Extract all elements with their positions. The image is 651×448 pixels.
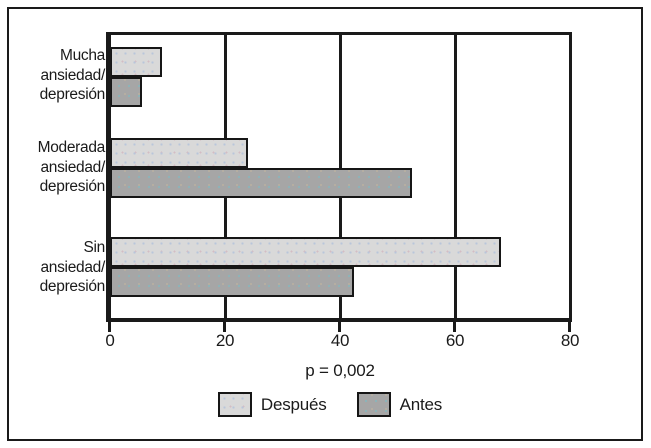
x-tick-0 — [108, 322, 111, 332]
bar-despues-group1 — [110, 138, 248, 168]
legend-swatch-antes — [356, 392, 391, 417]
x-tick-label-0: 0 — [105, 331, 115, 350]
x-tick-label-80: 80 — [560, 331, 580, 350]
legend-label-antes: Antes — [399, 394, 443, 414]
legend: Después Antes — [100, 392, 560, 417]
x-tick-60 — [453, 322, 456, 332]
plot-right-border — [568, 32, 572, 318]
bar-despues-group0 — [110, 47, 162, 77]
x-tick-80 — [568, 322, 571, 332]
legend-swatch-despues — [217, 392, 252, 417]
legend-label-despues: Después — [260, 394, 327, 414]
bar-antes-group2 — [110, 267, 355, 297]
x-tick-label-20: 20 — [215, 331, 235, 350]
figure-border — [7, 7, 643, 441]
p-value-annotation: p = 0,002 — [305, 361, 375, 380]
gridline-60 — [453, 32, 457, 318]
legend-item-antes: Antes — [356, 392, 443, 417]
category-label-moderada: Moderada ansiedad/ depresión — [37, 139, 106, 195]
bars-layer — [110, 32, 570, 318]
plot-area — [110, 32, 572, 318]
bar-antes-group1 — [110, 168, 412, 198]
x-tick-20 — [223, 322, 226, 332]
x-tick-label-60: 60 — [445, 331, 465, 350]
bar-antes-group0 — [110, 77, 142, 107]
category-label-mucha: Mucha ansiedad/ depresión — [39, 47, 106, 103]
x-axis-line — [106, 318, 572, 322]
legend-item-despues: Después — [217, 392, 327, 417]
x-tick-label-40: 40 — [330, 331, 350, 350]
y-axis-line — [106, 32, 111, 322]
x-tick-40 — [338, 322, 341, 332]
category-label-sin: Sin ansiedad/ depresión — [39, 239, 106, 295]
plot-top-border — [110, 32, 572, 35]
bar-despues-group2 — [110, 237, 501, 267]
